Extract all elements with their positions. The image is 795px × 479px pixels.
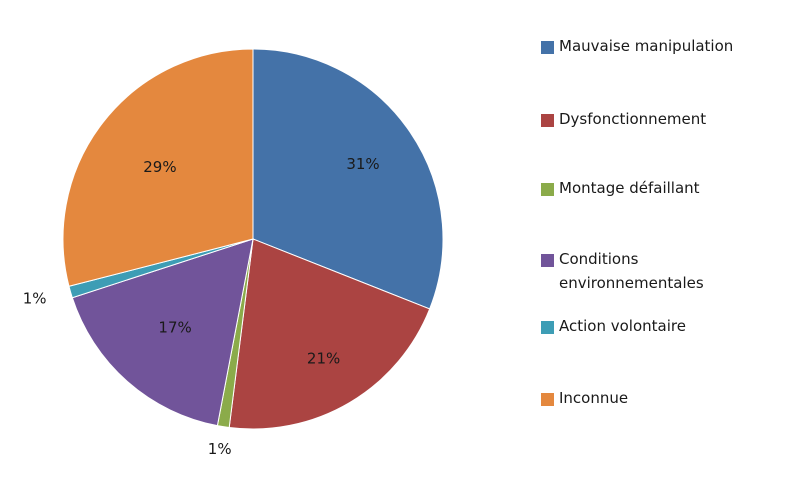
legend-item-mauvaise-manipulation: Mauvaise manipulation [541, 37, 733, 58]
legend-item-montage-defaillant: Montage défaillant [541, 179, 700, 200]
legend-label: Montage défaillant [559, 179, 700, 197]
legend-item-action-volontaire: Action volontaire [541, 317, 686, 338]
legend-item-dysfonctionnement: Dysfonctionnement [541, 110, 706, 131]
data-label-inconnue: 29% [143, 158, 176, 176]
data-label-mauvaise-manipulation: 31% [346, 155, 379, 173]
legend-label: Inconnue [559, 389, 629, 407]
data-label-montage-defaillant: 1% [208, 440, 232, 458]
legend-item-conditions-environnementales: Conditions environnementales [541, 250, 704, 295]
data-label-action-volontaire: 1% [23, 289, 47, 307]
pie-data-labels: 31% 21% 1% 17% 1% 29% [23, 155, 380, 458]
legend-swatch [541, 41, 554, 54]
legend-swatch [541, 321, 554, 334]
pie-slice-conditions-environnementales [71, 238, 254, 427]
data-label-dysfonctionnement: 21% [307, 349, 340, 367]
legend-swatch [541, 183, 554, 196]
legend-swatch [541, 114, 554, 127]
legend-swatch [541, 393, 554, 406]
legend-label: Dysfonctionnement [559, 110, 707, 128]
legend-item-inconnue: Inconnue [541, 389, 628, 410]
pie-slices [62, 48, 444, 430]
legend-label: Action volontaire [559, 317, 686, 335]
legend-label: Mauvaise manipulation [559, 37, 734, 55]
pie-slice-dysfonctionnement [228, 238, 431, 430]
pie-slice-inconnue [62, 48, 254, 287]
legend-swatch [541, 254, 554, 267]
legend-label: Conditions environnementales [559, 250, 704, 292]
pie-slice-mauvaise-manipulation [252, 48, 444, 310]
data-label-conditions-environnementales: 17% [158, 318, 191, 336]
